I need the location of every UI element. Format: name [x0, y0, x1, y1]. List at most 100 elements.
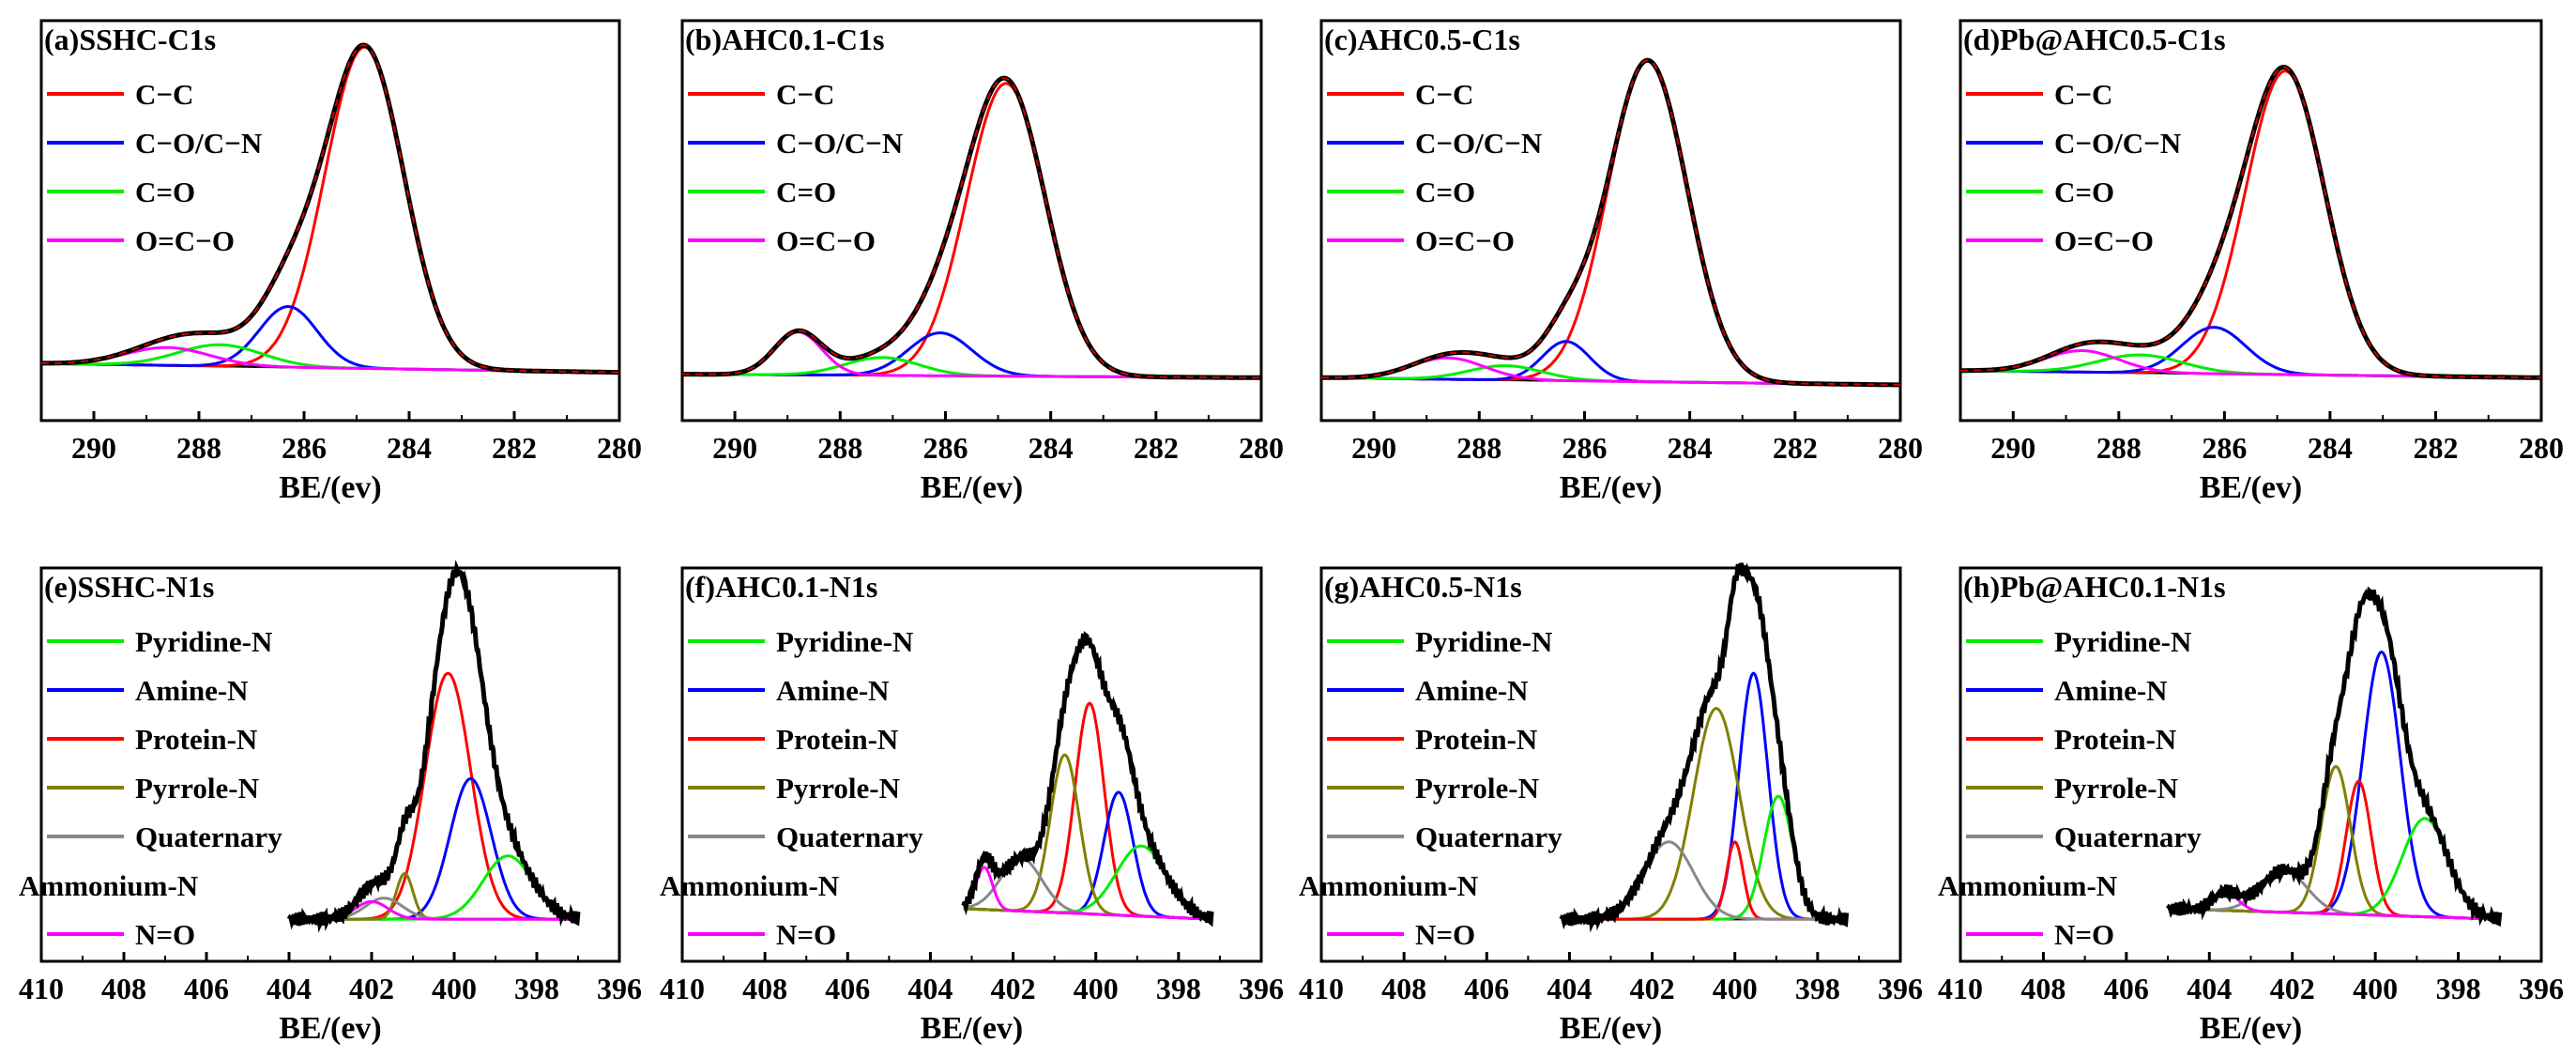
legend: C−C C−O/C−N C=O O=C−O — [1327, 78, 1542, 257]
plot-frame — [1319, 19, 1902, 422]
panel-d: 290 288 286 284 282 280 BE/(ev) (d)Pb@AHC0.5-C1… — [1959, 19, 2564, 505]
panel-title: (c)AHC0.5-C1s — [1324, 23, 1520, 56]
curves — [682, 75, 1262, 380]
legend-label: C=O — [135, 176, 195, 208]
component-peak — [962, 866, 1212, 921]
legend: Pyridine-N Amine-N Protein-N Pyrrole-N Quate… — [660, 625, 923, 951]
legend-label: Protein-N — [776, 723, 898, 756]
curves — [961, 631, 1214, 928]
legend: Pyridine-N Amine-N Protein-N Pyrrole-N Quate… — [1938, 625, 2202, 951]
legend-label: Pyrrole-N — [2054, 772, 2178, 805]
x-tick-label: 288 — [1456, 431, 1501, 465]
x-tick-label: 286 — [2202, 431, 2247, 465]
legend-label: Pyridine-N — [135, 625, 272, 658]
curves — [2166, 586, 2503, 928]
x-tick-label: 290 — [71, 431, 116, 465]
legend: C−C C−O/C−N C=O O=C−O — [688, 78, 903, 257]
envelope-curve — [41, 42, 620, 376]
x-tick-label: 398 — [1795, 972, 1840, 1005]
x-axis: 410 408 406 404 402 400 398 396 BE/(ev) — [1938, 952, 2564, 1046]
legend-label: O=C−O — [2054, 224, 2154, 257]
legend-label: Protein-N — [135, 723, 257, 756]
x-tick-label: 408 — [742, 972, 787, 1005]
legend-label: N=O — [2054, 918, 2114, 951]
x-axis: 410 408 406 404 402 400 398 396 BE/(ev) — [19, 952, 642, 1046]
legend-label: C−O/C−N — [1415, 127, 1542, 160]
legend: Pyridine-N Amine-N Protein-N Pyrrole-N Quate… — [19, 625, 282, 951]
legend-label: Amine-N — [776, 674, 890, 707]
panel-title: (b)AHC0.1-C1s — [685, 23, 884, 56]
x-tick-label: 286 — [922, 431, 968, 465]
x-tick-label: 402 — [1630, 972, 1675, 1005]
component-peak — [2168, 650, 2500, 921]
legend-label: Quaternary — [135, 820, 282, 853]
panel-c: 290 288 286 284 282 280 BE/(ev) (c)AHC0.5-C1s C−… — [1319, 19, 1923, 505]
x-tick-label: 404 — [1547, 972, 1592, 1005]
x-tick-label: 404 — [2187, 972, 2232, 1005]
x-tick-label: 406 — [825, 972, 870, 1005]
x-tick-label: 284 — [387, 431, 432, 465]
x-tick-label: 398 — [514, 972, 559, 1005]
x-tick-label: 284 — [2308, 431, 2353, 465]
curves — [1559, 562, 1850, 933]
x-tick-label: 400 — [432, 972, 477, 1005]
x-axis: 290 288 286 284 282 280 BE/(ev) — [1959, 411, 2564, 505]
x-axis: 290 288 286 284 282 280 BE/(ev) — [1320, 411, 1923, 505]
x-tick-label: 286 — [1562, 431, 1607, 465]
legend-label: Pyrrole-N — [135, 772, 259, 805]
fit-sum-curve — [682, 77, 1262, 379]
x-tick-label: 406 — [2104, 972, 2149, 1005]
x-axis: 410 408 406 404 402 400 398 396 BE/(ev) — [1299, 952, 1923, 1046]
x-tick-label: 284 — [1668, 431, 1713, 465]
x-tick-label: 288 — [176, 431, 221, 465]
x-tick-label: 396 — [1878, 972, 1923, 1005]
x-axis-label: BE/(ev) — [921, 470, 1024, 505]
legend-label: N=O — [135, 918, 195, 951]
panel-title: (h)Pb@AHC0.1-N1s — [1963, 570, 2226, 604]
x-tick-label: 280 — [1239, 431, 1284, 465]
panel-h: 410 408 406 404 402 400 398 396 BE/(ev) (h)Pb@AHC… — [1938, 566, 2564, 1046]
x-tick-label: 290 — [1990, 431, 2035, 465]
envelope-curve — [961, 631, 1214, 928]
component-peak — [1321, 58, 1901, 387]
panel-b: 290 288 286 284 282 280 BE/(ev) (b)AHC0.1-C1s C−… — [680, 19, 1284, 505]
x-tick-label: 398 — [1156, 972, 1201, 1005]
legend: Pyridine-N Amine-N Protein-N Pyrrole-N Quate… — [1299, 625, 1562, 951]
plot-frame — [1959, 566, 2543, 963]
plot-frame — [680, 19, 1263, 422]
x-tick-label: 398 — [2436, 972, 2481, 1005]
plot-frame — [1319, 566, 1902, 963]
x-tick-label: 290 — [1351, 431, 1396, 465]
x-tick-label: 402 — [991, 972, 1036, 1005]
x-tick-label: 400 — [2353, 972, 2398, 1005]
x-axis: 290 288 286 284 282 280 BE/(ev) — [681, 411, 1284, 505]
x-tick-label: 408 — [101, 972, 146, 1005]
legend-label: Ammonium-N — [19, 869, 198, 902]
envelope-curve — [1959, 64, 2542, 380]
panel-title: (a)SSHC-C1s — [44, 23, 216, 56]
panel-title: (e)SSHC-N1s — [44, 570, 214, 604]
x-tick-label: 404 — [907, 972, 953, 1005]
x-tick-label: 402 — [349, 972, 394, 1005]
legend-label: Amine-N — [1415, 674, 1529, 707]
component-peak — [40, 45, 620, 375]
x-tick-label: 410 — [660, 972, 705, 1005]
legend: C−C C−O/C−N C=O O=C−O — [1966, 78, 2181, 257]
x-tick-label: 286 — [282, 431, 327, 465]
legend-label: C−O/C−N — [776, 127, 903, 160]
panel-title: (g)AHC0.5-N1s — [1324, 570, 1522, 604]
x-tick-label: 282 — [2413, 431, 2458, 465]
fit-sum-curve — [41, 43, 620, 374]
legend: C−C C−O/C−N C=O O=C−O — [47, 78, 262, 257]
x-tick-label: 404 — [267, 972, 312, 1005]
x-tick-label: 282 — [1134, 431, 1179, 465]
x-axis-label: BE/(ev) — [279, 1011, 382, 1046]
x-tick-label: 396 — [2519, 972, 2564, 1005]
legend-label: Pyrrole-N — [1415, 772, 1539, 805]
legend-label: Protein-N — [2054, 723, 2176, 756]
x-tick-label: 400 — [1713, 972, 1758, 1005]
curves — [1959, 64, 2542, 380]
x-tick-label: 410 — [1938, 972, 1983, 1005]
x-tick-label: 396 — [597, 972, 642, 1005]
legend-label: C−C — [776, 78, 834, 111]
